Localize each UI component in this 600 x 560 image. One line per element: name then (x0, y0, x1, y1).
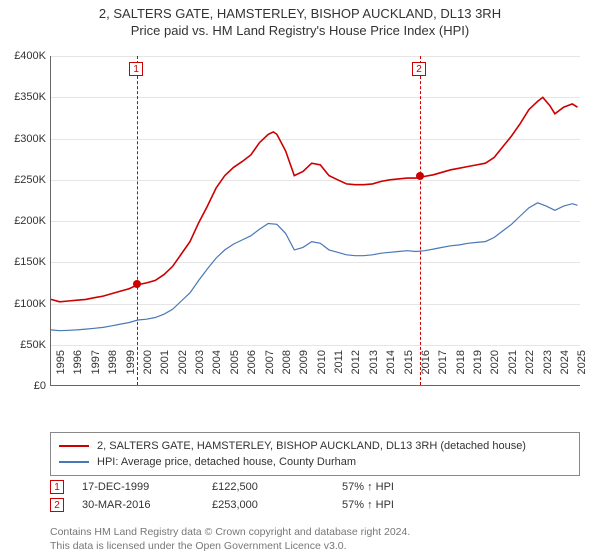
footer-line-1: Contains HM Land Registry data © Crown c… (50, 526, 410, 538)
y-axis-label: £300K (0, 133, 46, 145)
series-hpi_series (51, 203, 578, 331)
legend-label-price: 2, SALTERS GATE, HAMSTERLEY, BISHOP AUCK… (97, 438, 526, 454)
y-axis-label: £200K (0, 215, 46, 227)
y-axis-label: £400K (0, 50, 46, 62)
y-axis-label: £0 (0, 380, 46, 392)
legend-swatch-hpi (59, 461, 89, 463)
sale-2-price: £253,000 (212, 499, 342, 511)
sale-marker-2-icon: 2 (50, 498, 64, 512)
sale-note-1: 1 17-DEC-1999 £122,500 57% ↑ HPI (50, 480, 580, 494)
chart-legend: 2, SALTERS GATE, HAMSTERLEY, BISHOP AUCK… (50, 432, 580, 476)
y-axis-label: £100K (0, 298, 46, 310)
chart-title-address: 2, SALTERS GATE, HAMSTERLEY, BISHOP AUCK… (0, 6, 600, 21)
footer-line-2: This data is licensed under the Open Gov… (50, 540, 347, 552)
chart-plot-area: £0£50K£100K£150K£200K£250K£300K£350K£400… (50, 56, 580, 386)
sale-1-date: 17-DEC-1999 (82, 481, 212, 493)
y-axis-label: £250K (0, 174, 46, 186)
footer-attribution: Contains HM Land Registry data © Crown c… (50, 525, 580, 553)
y-axis-label: £350K (0, 91, 46, 103)
y-axis-label: £150K (0, 256, 46, 268)
legend-label-hpi: HPI: Average price, detached house, Coun… (97, 454, 356, 470)
sale-marker-1-icon: 1 (50, 480, 64, 494)
sale-2-date: 30-MAR-2016 (82, 499, 212, 511)
chart-title-sub: Price paid vs. HM Land Registry's House … (0, 21, 600, 38)
sale-notes: 1 17-DEC-1999 £122,500 57% ↑ HPI 2 30-MA… (50, 480, 580, 516)
legend-item-hpi: HPI: Average price, detached house, Coun… (59, 454, 571, 470)
legend-item-price: 2, SALTERS GATE, HAMSTERLEY, BISHOP AUCK… (59, 438, 571, 454)
sale-1-price: £122,500 (212, 481, 342, 493)
legend-swatch-price (59, 445, 89, 447)
sale-1-note: 57% ↑ HPI (342, 481, 472, 493)
sale-note-2: 2 30-MAR-2016 £253,000 57% ↑ HPI (50, 498, 580, 512)
sale-2-note: 57% ↑ HPI (342, 499, 472, 511)
y-axis-label: £50K (0, 339, 46, 351)
series-price_series (51, 97, 578, 301)
